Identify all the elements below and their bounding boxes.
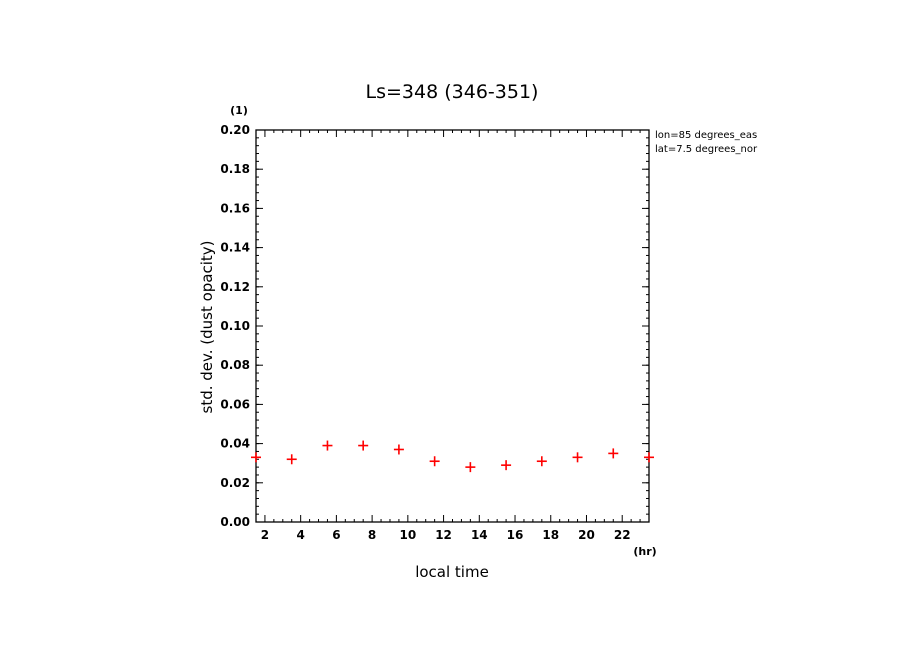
x-tick-label: 8 [368, 528, 376, 542]
data-point [429, 456, 440, 467]
x-tick-label: 14 [471, 528, 488, 542]
y-tick-label: 0.08 [220, 358, 250, 372]
x-tick-label: 18 [542, 528, 559, 542]
x-tick-label: 10 [399, 528, 416, 542]
y-tick-label: 0.16 [220, 201, 250, 215]
x-tick-label: 20 [578, 528, 595, 542]
x-tick-label: 16 [507, 528, 524, 542]
data-point [322, 440, 333, 451]
data-point [501, 460, 512, 471]
data-point [251, 452, 261, 463]
x-axis-label: local time [415, 563, 489, 581]
y-tick-label: 0.12 [220, 280, 250, 294]
y-tick-label: 0.00 [220, 515, 250, 529]
x-axis-unit: (hr) [633, 545, 656, 558]
data-point [608, 448, 619, 459]
data-point [536, 456, 547, 467]
y-tick-label: 0.10 [220, 319, 250, 333]
chart-title: Ls=348 (346-351) [366, 81, 539, 103]
annotation-longitude: lon=85 degrees_eas [655, 130, 757, 141]
y-tick-label: 0.14 [220, 241, 250, 255]
y-tick-label: 0.04 [220, 437, 250, 451]
data-point [572, 452, 583, 463]
x-tick-label: 6 [332, 528, 340, 542]
x-tick-label: 4 [296, 528, 304, 542]
y-axis-label: std. dev. (dust opacity) [198, 240, 216, 413]
y-tick-label: 0.06 [220, 397, 250, 411]
y-tick-label: 0.02 [220, 476, 250, 490]
y-axis-unit: (1) [230, 104, 248, 117]
x-tick-label: 2 [261, 528, 269, 542]
data-points [251, 440, 654, 473]
x-tick-label: 22 [614, 528, 631, 542]
data-point [286, 454, 297, 465]
data-point [358, 440, 369, 451]
axis-ticks: 0.00 0.02 0.04 0.06 0.08 0.10 0.12 0.14 0.16 0.18… [220, 123, 650, 542]
data-point [644, 452, 654, 463]
plot-area [255, 129, 650, 523]
x-tick-label: 12 [435, 528, 452, 542]
data-point [393, 444, 404, 455]
y-tick-label: 0.20 [220, 123, 250, 137]
y-tick-label: 0.18 [220, 162, 250, 176]
data-point [465, 462, 476, 473]
annotation-latitude: lat=7.5 degrees_nor [655, 144, 758, 155]
